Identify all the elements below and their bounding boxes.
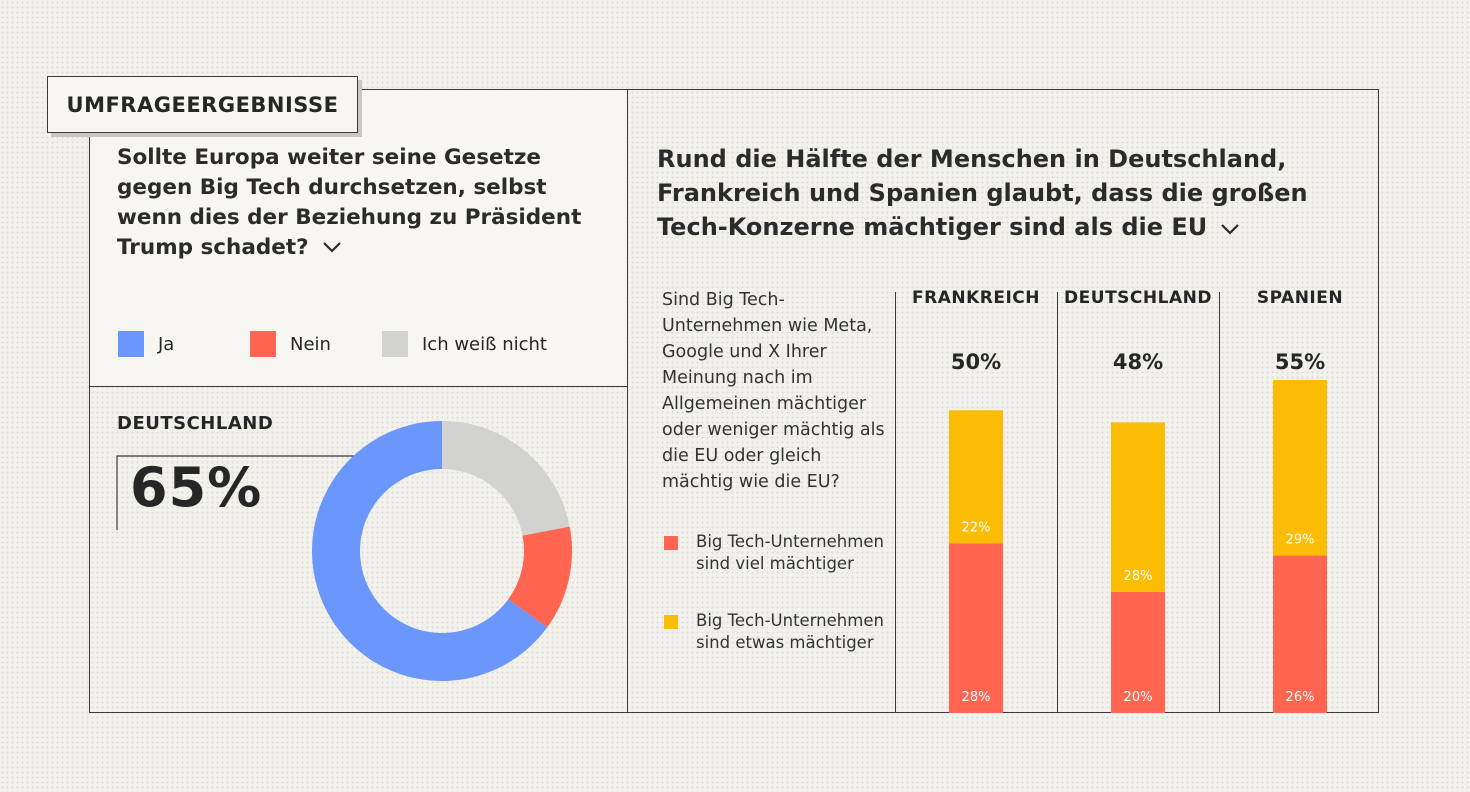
- donut-big-percentage: 65%: [130, 456, 263, 519]
- stacked-bar-chart: 28% 22% 20% 28% 26% 29%: [949, 380, 1327, 713]
- legend-label: Nein: [290, 333, 331, 355]
- legend-item-nein: Nein: [250, 331, 331, 357]
- bar-segment-etwas: [1273, 380, 1327, 556]
- legend-swatch: [664, 615, 678, 629]
- donut-slice-ich-weiss-nicht: [442, 421, 570, 536]
- column-title-deutschland: DEUTSCHLAND: [1064, 288, 1212, 308]
- legend-label: Big Tech-Unternehmen sind viel mächtiger: [696, 532, 884, 573]
- donut-slice-ja: [311, 421, 548, 681]
- legend-swatch: [664, 536, 678, 550]
- chevron-down-icon[interactable]: [1219, 211, 1241, 245]
- bar-segment-viel: [1273, 555, 1327, 713]
- donut-chart: [311, 421, 572, 681]
- donut-panel: [89, 387, 628, 713]
- bar-label-viel: 20%: [1124, 690, 1153, 705]
- bar-legend-item-viel: Big Tech-Unternehmen sind viel mächtiger: [664, 531, 886, 575]
- bar-label-etwas: 28%: [1124, 569, 1153, 584]
- column-divider: [1219, 292, 1220, 713]
- column-total-deutschland: 48%: [1112, 350, 1164, 374]
- legend-swatch: [250, 331, 276, 357]
- bar-segment-etwas: [949, 410, 1003, 544]
- bar-segment-viel: [949, 543, 1003, 713]
- donut-country-label: DEUTSCHLAND: [117, 413, 274, 434]
- question-panel: [89, 89, 628, 387]
- legend-item-ja: Ja: [118, 331, 174, 357]
- survey-question-text: Sollte Europa weiter seine Gesetze gegen…: [117, 145, 582, 260]
- column-total-spanien: 55%: [1274, 350, 1326, 374]
- headline[interactable]: Rund die Hälfte der Menschen in Deutschl…: [657, 142, 1337, 245]
- sub-question: Sind Big Tech-Unternehmen wie Meta, Goog…: [662, 290, 885, 492]
- column-divider: [1057, 292, 1058, 713]
- legend-swatch: [118, 331, 144, 357]
- legend-item-ich-weiss-nicht: Ich weiß nicht: [382, 331, 547, 357]
- bar-label-etwas: 22%: [962, 520, 991, 535]
- section-tag: UMFRAGEERGEBNISSE: [47, 76, 358, 133]
- bar-label-viel: 28%: [962, 690, 991, 705]
- column-title-frankreich: FRANKREICH: [912, 288, 1040, 308]
- bar-label-etwas: 29%: [1286, 533, 1315, 548]
- bar-segment-viel: [1111, 591, 1165, 713]
- legend-label: Ja: [158, 333, 175, 355]
- headline-text: Rund die Hälfte der Menschen in Deutschl…: [657, 145, 1308, 241]
- column-total-frankreich: 50%: [950, 350, 1002, 374]
- column-title-spanien: SPANIEN: [1256, 288, 1344, 308]
- survey-question[interactable]: Sollte Europa weiter seine Gesetze gegen…: [117, 143, 587, 263]
- legend-label: Big Tech-Unternehmen sind etwas mächtige…: [696, 611, 884, 652]
- legend-swatch: [382, 331, 408, 357]
- legend-label: Ich weiß nicht: [422, 333, 547, 355]
- bar-legend-item-etwas: Big Tech-Unternehmen sind etwas mächtige…: [664, 610, 886, 654]
- bar-segment-etwas: [1111, 422, 1165, 592]
- chevron-down-icon[interactable]: [321, 233, 343, 263]
- results-frame: [89, 89, 1379, 713]
- donut-slice-nein: [508, 526, 572, 628]
- bar-label-viel: 26%: [1286, 690, 1315, 705]
- column-divider: [895, 292, 896, 713]
